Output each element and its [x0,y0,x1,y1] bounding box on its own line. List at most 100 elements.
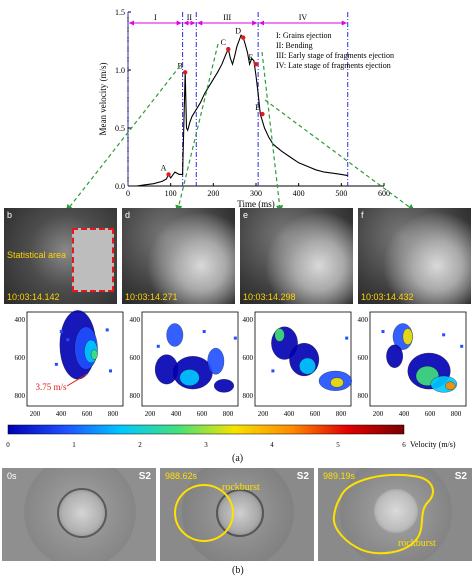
y-tick-label: 1.0 [115,66,125,75]
chart-axes: 0 100 200 300 400 500 600 0.0 0.5 1.0 1.5 Time (ms)… [98,8,390,209]
stage-label: III [223,13,231,22]
borehole [57,488,107,538]
y-tick-label: 800 [358,392,369,400]
velocity-speck [66,338,70,342]
velocity-contour [166,323,184,347]
rockburst-outline [332,473,434,555]
point-label: C [221,38,226,47]
point-label: D [235,27,241,36]
x-tick-label: 300 [250,189,262,198]
velocity-contour [402,328,413,345]
y-tick-label: 600 [130,354,141,362]
elapsed-time: 988.62s [165,471,198,481]
x-tick-label: 0 [126,189,130,198]
y-tick-label: 400 [243,316,254,324]
x-tick-label: 400 [284,410,295,418]
velocity-contour [445,381,456,391]
velocity-map-4: 200 400 600 800 400 600 800 [358,311,467,418]
x-tick-label: 200 [373,410,384,418]
frame-letter: e [243,210,249,220]
y-tick-label: 800 [15,392,26,400]
y-tick-label: 0.5 [115,124,125,133]
frame-f: f 10:03:14.432 [358,208,471,304]
elapsed-time: 0s [7,471,17,481]
colorbar-tick-label: 0 [6,441,10,449]
statistical-area-label: Statistical area [7,250,67,260]
y-tick-label: 600 [358,354,369,362]
specimen-989s: 989.19s S2 rockburst [318,468,472,561]
colorbar-tick-label: 2 [138,441,142,449]
colorbar-gradient [7,424,405,435]
y-tick-label: 800 [243,392,254,400]
x-tick-label: 400 [293,189,305,198]
rockburst-outline [174,484,234,542]
velocity-map-2: 200 400 600 800 400 600 800 [130,311,239,418]
x-tick-label: 200 [145,410,156,418]
x-tick-label: 400 [399,410,410,418]
x-tick-label: 800 [336,410,347,418]
velocity-speck [233,336,237,340]
point-d [241,35,246,40]
stage-label: II [187,13,193,22]
colorbar-tick-label: 6 [402,441,406,449]
point-c [226,46,231,52]
velocity-speck [59,330,63,334]
velocity-map-1: 200 400 600 800 400 600 800 3.75 m/s [15,310,124,418]
x-tick-label: 500 [335,189,347,198]
point-label: B [178,61,183,70]
frame-b: b Statistical area 10:03:14.142 [4,208,117,304]
point-label: E [249,53,254,62]
velocity-speck [271,369,275,373]
x-tick-label: 400 [171,410,182,418]
x-tick-label: 600 [82,410,93,418]
arrow-to-frame-f [264,99,415,212]
specimen-0s: 0s S2 [2,468,156,561]
velocity-speck [345,336,349,340]
specimen-988s: 988.62s S2 rockburst [160,468,314,561]
x-tick-label: 400 [56,410,67,418]
arrow-to-frame-d [175,43,219,213]
y-tick-label: 600 [243,354,254,362]
x-tick-label: 200 [258,410,269,418]
velocity-contour [207,347,225,375]
stage-label: IV [299,13,308,22]
frame-d: d 10:03:14.271 [122,208,235,304]
stage-label: I [154,13,157,22]
velocity-contour [179,369,200,386]
frame-letter: d [125,210,131,220]
x-tick-label: 200 [30,410,41,418]
specimen-code: S2 [138,471,151,482]
statistical-area-box [72,228,114,292]
velocity-speck [381,330,385,334]
velocity-contour [214,379,234,393]
point-label: A [161,163,167,172]
legend-entry: III: Early stage of fragments ejection [276,51,394,60]
velocity-line [128,34,348,187]
velocity-contour [90,349,98,360]
velocity-contour [330,377,344,388]
specimen-code: S2 [296,471,309,482]
x-axis-label: Time (ms) [237,199,274,209]
annotation-arrow [66,373,88,387]
velocity-contour [299,357,316,375]
x-tick-label: 800 [108,410,119,418]
y-tick-label: 0.0 [115,182,125,191]
velocity-speck [105,328,109,332]
mean-velocity-chart: 0 100 200 300 400 500 600 0.0 0.5 1.0 1.5 Time (ms)… [98,8,394,209]
point-a [166,172,171,177]
rockburst-label: rockburst [398,538,436,549]
x-tick-label: 600 [310,410,321,418]
frame-timestamp: 10:03:14.142 [7,292,60,302]
elapsed-time: 989.19s [323,471,356,481]
y-tick-label: 1.5 [115,8,125,17]
velocity-field-maps: 200 400 600 800 400 600 800 3.75 m/s 200 400 600 80… [15,310,467,418]
arrow-to-frame-b [65,65,181,212]
legend-entry: I: Grains ejection [276,31,332,40]
velocity-annotation: 3.75 m/s [35,382,67,392]
arrow-to-frame-e [261,51,284,213]
y-tick-label: 800 [130,392,141,400]
colorbar-tick-label: 5 [336,441,340,449]
frame-link-arrows [65,43,415,213]
x-tick-label: 800 [223,410,234,418]
